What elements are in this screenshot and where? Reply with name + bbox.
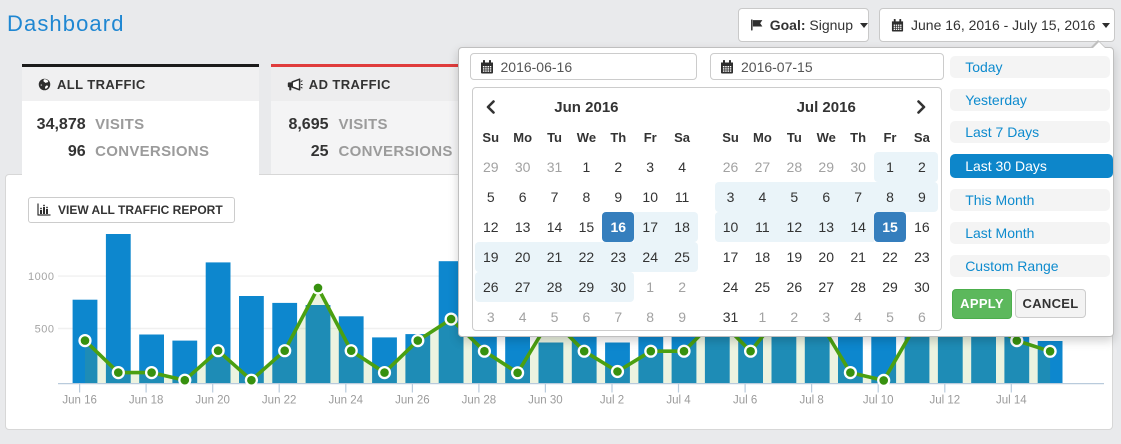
svg-text:Jun 26: Jun 26 xyxy=(395,395,430,407)
svg-text:Jun 18: Jun 18 xyxy=(129,395,164,407)
svg-text:Jul 4: Jul 4 xyxy=(666,395,691,407)
svg-text:Jul 14: Jul 14 xyxy=(996,395,1027,407)
svg-text:Jul 12: Jul 12 xyxy=(929,395,960,407)
svg-text:1000: 1000 xyxy=(28,271,54,283)
svg-text:Jun 24: Jun 24 xyxy=(329,395,364,407)
svg-text:Jun 20: Jun 20 xyxy=(195,395,230,407)
svg-text:Jun 28: Jun 28 xyxy=(462,395,497,407)
svg-text:Jun 22: Jun 22 xyxy=(262,395,297,407)
svg-text:Jul 10: Jul 10 xyxy=(863,395,894,407)
svg-text:Jun 16: Jun 16 xyxy=(62,395,97,407)
svg-text:Jul 2: Jul 2 xyxy=(600,395,624,407)
svg-text:Jun 30: Jun 30 xyxy=(528,395,563,407)
svg-text:Jul 6: Jul 6 xyxy=(733,395,757,407)
svg-text:500: 500 xyxy=(35,323,55,335)
svg-text:Jul 8: Jul 8 xyxy=(799,395,823,407)
